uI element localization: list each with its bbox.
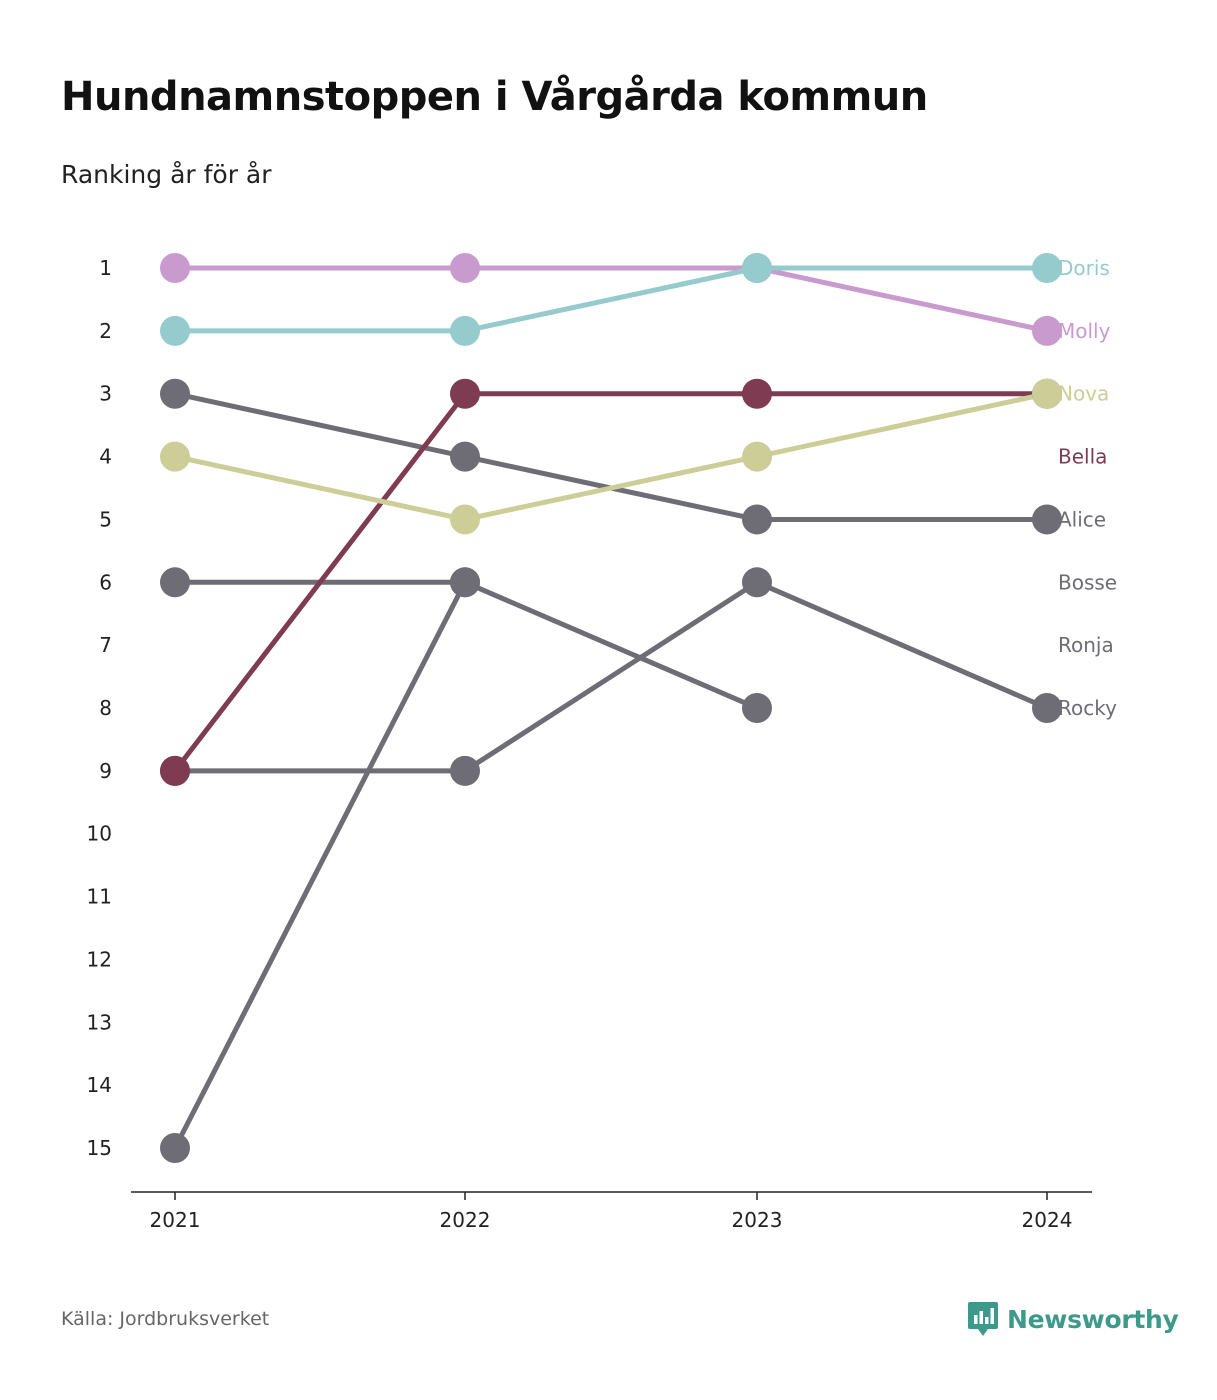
series-label-rocky: Rocky bbox=[1058, 696, 1117, 720]
series-point-molly bbox=[160, 253, 190, 283]
series-point-alice bbox=[160, 378, 190, 409]
series-point-molly bbox=[450, 253, 480, 283]
series-point-bella bbox=[742, 378, 772, 409]
series-points bbox=[160, 253, 1062, 1164]
series-line-bosse bbox=[172, 579, 468, 1151]
series-labels: Doris Molly Nova Bella Alice Bosse Ronja Rocky bbox=[1058, 256, 1117, 720]
series-line-molly bbox=[754, 265, 1050, 334]
series-point-alice bbox=[450, 441, 480, 472]
series-point-bella bbox=[160, 755, 190, 786]
x-axis: 2021 2022 2023 2024 bbox=[131, 1191, 1092, 1232]
y-tick-label: 11 bbox=[87, 885, 112, 909]
y-tick-label: 7 bbox=[99, 633, 112, 657]
series-point-rocky bbox=[450, 755, 480, 786]
series-point-bosse bbox=[160, 1133, 190, 1164]
series-point-nova bbox=[450, 504, 480, 535]
x-tick-label: 2023 bbox=[732, 1208, 783, 1232]
y-tick-label: 1 bbox=[99, 256, 112, 280]
source-note: Källa: Jordbruksverket bbox=[61, 1308, 270, 1330]
chart-subtitle: Ranking år för år bbox=[61, 160, 272, 189]
x-tick-label: 2021 bbox=[150, 1208, 201, 1232]
series-point-doris bbox=[450, 315, 480, 346]
series-point-doris bbox=[742, 253, 772, 283]
series-point-ronja bbox=[160, 567, 190, 598]
y-tick-label: 5 bbox=[99, 507, 112, 531]
series-label-bosse: Bosse bbox=[1058, 570, 1117, 594]
series-label-bella: Bella bbox=[1058, 445, 1107, 469]
series-point-rocky bbox=[742, 567, 772, 598]
y-tick-label: 9 bbox=[99, 759, 112, 783]
y-tick-label: 14 bbox=[87, 1073, 112, 1097]
series-point-nova bbox=[1032, 378, 1062, 409]
series-point-ronja bbox=[742, 693, 772, 724]
series-label-ronja: Ronja bbox=[1058, 633, 1114, 657]
x-tick-label: 2024 bbox=[1022, 1208, 1073, 1232]
y-tick-label: 13 bbox=[87, 1010, 112, 1034]
series-point-bosse bbox=[450, 567, 480, 598]
series-point-alice bbox=[1032, 504, 1062, 535]
y-tick-label: 3 bbox=[99, 382, 112, 406]
series-line-nova bbox=[754, 391, 1050, 460]
series-point-nova bbox=[160, 441, 190, 472]
y-tick-label: 10 bbox=[87, 822, 112, 846]
y-tick-label: 8 bbox=[99, 696, 112, 720]
series-point-alice bbox=[742, 504, 772, 535]
x-tick-label: 2022 bbox=[440, 1208, 491, 1232]
series-line-alice bbox=[172, 391, 468, 460]
series-point-rocky bbox=[1032, 693, 1062, 724]
brand-name: Newsworthy bbox=[1007, 1304, 1179, 1334]
series-point-molly bbox=[1032, 315, 1062, 346]
brand-logo: Newsworthy bbox=[967, 1300, 1179, 1338]
series-line-nova bbox=[462, 454, 760, 522]
series-point-doris bbox=[1032, 253, 1062, 283]
y-tick-label: 6 bbox=[99, 570, 112, 594]
series-line-bella bbox=[172, 391, 468, 774]
series-label-molly: Molly bbox=[1058, 319, 1111, 343]
series-line-rocky bbox=[462, 579, 760, 774]
y-tick-label: 4 bbox=[99, 445, 112, 469]
y-tick-label: 12 bbox=[87, 947, 112, 971]
series-point-doris bbox=[160, 315, 190, 346]
series-line-ronja bbox=[462, 579, 760, 711]
chart-title: Hundnamnstoppen i Vårgårda kommun bbox=[61, 74, 928, 120]
series-lines bbox=[172, 265, 1050, 1151]
series-line-doris bbox=[462, 265, 760, 334]
series-label-alice: Alice bbox=[1058, 507, 1106, 531]
y-tick-label: 15 bbox=[87, 1136, 112, 1160]
series-label-nova: Nova bbox=[1058, 382, 1109, 406]
y-tick-label: 2 bbox=[99, 319, 112, 343]
series-point-bella bbox=[450, 378, 480, 409]
series-label-doris: Doris bbox=[1058, 256, 1110, 280]
series-line-nova bbox=[172, 454, 468, 522]
bar-chart-icon bbox=[968, 1302, 998, 1336]
series-point-nova bbox=[742, 441, 772, 472]
series-line-rocky bbox=[754, 579, 1050, 711]
